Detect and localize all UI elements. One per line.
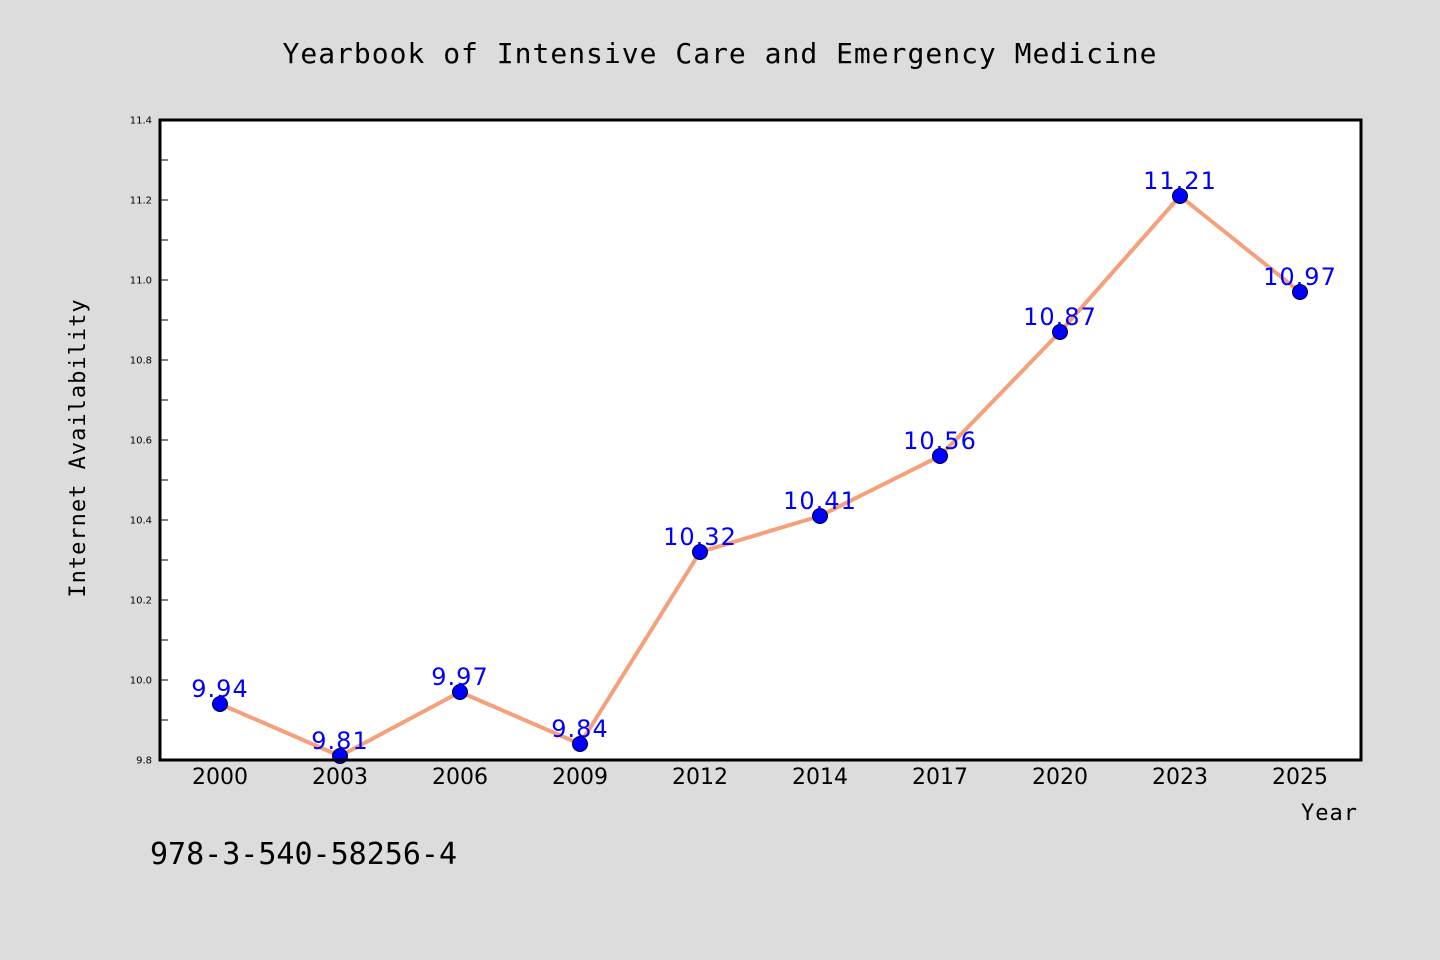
- y-tick-label: 9.8: [136, 756, 152, 767]
- data-label: 11.21: [1143, 167, 1217, 195]
- y-tick-label: 11.0: [130, 276, 152, 287]
- y-tick-label: 11.2: [130, 196, 152, 207]
- data-label: 9.84: [551, 715, 608, 743]
- data-point: [452, 684, 468, 700]
- y-tick-label: 10.4: [130, 516, 152, 527]
- data-label: 10.87: [1023, 303, 1097, 331]
- x-tick-label: 2006: [432, 765, 488, 790]
- data-label: 10.32: [663, 523, 737, 551]
- x-tick-label: 2020: [1032, 765, 1088, 790]
- y-tick-label: 10.2: [130, 596, 152, 607]
- y-axis: 9.8 10.0 10.2 10.4 10.6 10.8 11.0 11.2 11.4: [130, 116, 168, 767]
- x-axis-label: Year: [1301, 801, 1358, 826]
- data-point: [1172, 188, 1188, 204]
- data-point: [692, 544, 708, 560]
- y-tick-label: 10.0: [130, 676, 152, 687]
- data-label: 9.97: [431, 663, 488, 691]
- data-label: 9.81: [311, 727, 368, 755]
- data-label: 10.56: [903, 427, 977, 455]
- isbn-text: 978-3-540-58256-4: [150, 837, 457, 872]
- x-tick-label: 2009: [552, 765, 608, 790]
- data-point: [1292, 284, 1308, 300]
- data-point: [812, 508, 828, 524]
- x-tick-label: 2025: [1272, 765, 1328, 790]
- x-axis: 2000 2003 2006 2009 2012 2014 2017 2020 2023 2025: [192, 765, 1328, 790]
- data-label: 10.41: [783, 487, 857, 515]
- y-axis-label: Internet Availability: [66, 298, 91, 597]
- data-point: [572, 736, 588, 752]
- data-label: 10.97: [1263, 263, 1337, 291]
- data-label: 9.94: [191, 675, 248, 703]
- x-tick-label: 2014: [792, 765, 848, 790]
- y-tick-label: 10.8: [130, 356, 152, 367]
- series-line: [218, 194, 1302, 758]
- x-tick-label: 2000: [192, 765, 248, 790]
- x-tick-label: 2017: [912, 765, 968, 790]
- plot-area: [160, 120, 1361, 760]
- y-tick-label: 11.4: [130, 116, 152, 127]
- chart-title: Yearbook of Intensive Care and Emergency…: [282, 37, 1157, 70]
- x-tick-label: 2023: [1152, 765, 1208, 790]
- x-tick-label: 2012: [672, 765, 728, 790]
- x-tick-label: 2003: [312, 765, 368, 790]
- data-point: [932, 448, 948, 464]
- y-tick-label: 10.6: [130, 436, 152, 447]
- data-labels: 9.94 9.81 9.97 9.84 10.32 10.41 10.56 10.87 11.2…: [191, 167, 1337, 755]
- data-markers: [212, 188, 1308, 764]
- data-point: [212, 696, 228, 712]
- plot-frame: [158, 118, 1363, 762]
- data-point: [1052, 324, 1068, 340]
